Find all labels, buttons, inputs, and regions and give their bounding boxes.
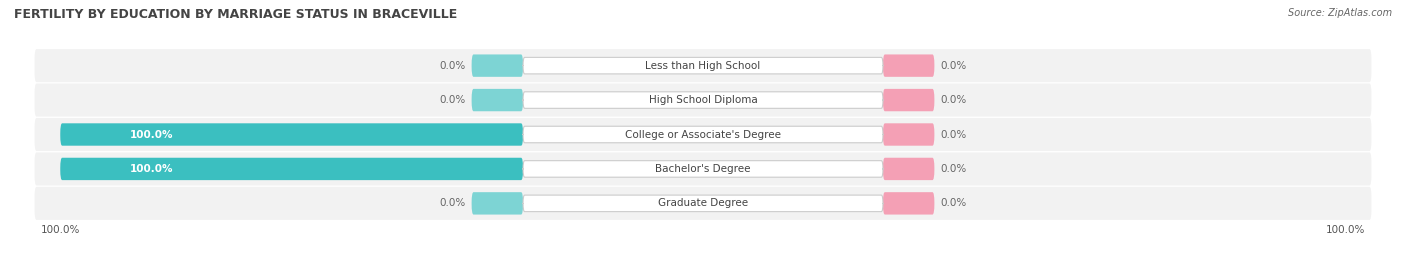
FancyBboxPatch shape — [471, 54, 523, 77]
Text: Graduate Degree: Graduate Degree — [658, 198, 748, 208]
FancyBboxPatch shape — [883, 54, 935, 77]
FancyBboxPatch shape — [471, 89, 523, 111]
FancyBboxPatch shape — [523, 126, 883, 143]
Text: 0.0%: 0.0% — [439, 198, 465, 208]
FancyBboxPatch shape — [35, 84, 1371, 116]
Text: FERTILITY BY EDUCATION BY MARRIAGE STATUS IN BRACEVILLE: FERTILITY BY EDUCATION BY MARRIAGE STATU… — [14, 8, 457, 21]
FancyBboxPatch shape — [883, 192, 935, 215]
Text: Bachelor's Degree: Bachelor's Degree — [655, 164, 751, 174]
FancyBboxPatch shape — [523, 161, 883, 177]
Text: 0.0%: 0.0% — [941, 129, 967, 140]
FancyBboxPatch shape — [883, 89, 935, 111]
FancyBboxPatch shape — [35, 153, 1371, 185]
Text: 0.0%: 0.0% — [439, 61, 465, 71]
Text: College or Associate's Degree: College or Associate's Degree — [626, 129, 780, 140]
FancyBboxPatch shape — [883, 158, 935, 180]
FancyBboxPatch shape — [60, 158, 523, 180]
FancyBboxPatch shape — [523, 57, 883, 74]
Text: Less than High School: Less than High School — [645, 61, 761, 71]
Text: High School Diploma: High School Diploma — [648, 95, 758, 105]
FancyBboxPatch shape — [523, 195, 883, 212]
FancyBboxPatch shape — [523, 92, 883, 108]
Text: 0.0%: 0.0% — [941, 95, 967, 105]
Text: 0.0%: 0.0% — [941, 164, 967, 174]
Text: 0.0%: 0.0% — [941, 198, 967, 208]
Text: 0.0%: 0.0% — [439, 95, 465, 105]
FancyBboxPatch shape — [471, 192, 523, 215]
Text: 0.0%: 0.0% — [941, 61, 967, 71]
FancyBboxPatch shape — [35, 118, 1371, 151]
Text: 100.0%: 100.0% — [129, 164, 173, 174]
Text: 100.0%: 100.0% — [129, 129, 173, 140]
Text: Source: ZipAtlas.com: Source: ZipAtlas.com — [1288, 8, 1392, 18]
Legend: Married, Unmarried: Married, Unmarried — [624, 264, 782, 269]
FancyBboxPatch shape — [35, 49, 1371, 82]
FancyBboxPatch shape — [883, 123, 935, 146]
FancyBboxPatch shape — [60, 123, 523, 146]
FancyBboxPatch shape — [35, 187, 1371, 220]
